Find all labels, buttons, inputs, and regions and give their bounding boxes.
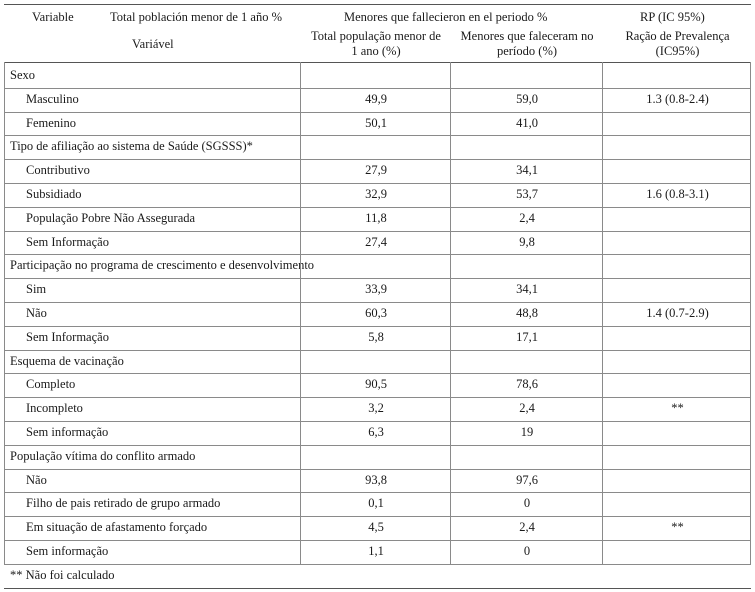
header-deaths-pt-line1: Menores que faleceram no	[460, 29, 594, 43]
value-rp: 1.3 (0.8-2.4)	[646, 91, 709, 106]
value-deaths: 17,1	[516, 329, 538, 344]
table-bottom-rule	[4, 587, 751, 589]
row-label: Sem Informação	[26, 234, 109, 249]
value-total: 93,8	[365, 472, 387, 487]
value-deaths: 0	[523, 544, 531, 558]
row-label: População Pobre Não Assegurada	[26, 210, 196, 225]
value-total: 4,5	[368, 520, 384, 535]
value-deaths: 0	[523, 496, 531, 511]
value-total: 49,9	[365, 91, 387, 106]
value-deaths: 97,6	[516, 472, 538, 487]
value-rp: 1.4 (0.7-2.9)	[646, 306, 709, 320]
value-rp: **	[671, 401, 684, 416]
value-rp: **	[671, 520, 684, 535]
value-deaths: 2,4	[519, 210, 535, 225]
header-bottom-rule	[4, 62, 751, 63]
row-divider	[4, 373, 751, 375]
row-divider	[4, 159, 751, 161]
value-deaths: 2,4	[519, 401, 535, 416]
header-total-es: Total población menor de 1 año %	[110, 10, 282, 24]
row-label: Femenino	[26, 115, 76, 130]
value-total: 32,9	[365, 187, 387, 201]
row-label: Sem Informação	[26, 329, 109, 344]
value-deaths: 9,8	[519, 234, 535, 249]
row-divider	[4, 135, 751, 137]
header-variable-es: Variable	[32, 10, 74, 24]
value-deaths: 48,8	[516, 306, 538, 320]
table-side-border	[750, 62, 751, 564]
row-divider	[4, 302, 751, 303]
row-label: Subsidiado	[26, 187, 82, 201]
header-variable-pt: Variável	[132, 37, 174, 51]
value-deaths: 59,0	[516, 91, 538, 106]
value-total: 90,5	[365, 377, 387, 392]
row-divider	[4, 254, 751, 256]
value-total: 1,1	[368, 544, 384, 558]
value-deaths: 78,6	[516, 377, 538, 392]
row-label: Incompleto	[26, 401, 83, 416]
section-title: Tipo de afiliação ao sistema de Saúde (S…	[10, 139, 253, 154]
value-total: 27,9	[365, 163, 387, 178]
row-label: Não	[26, 306, 47, 320]
row-divider	[4, 397, 751, 399]
row-divider	[4, 325, 751, 327]
row-divider	[4, 206, 751, 208]
row-divider	[4, 421, 751, 422]
header-deaths-pt-line2: período (%)	[496, 44, 558, 58]
value-deaths: 34,1	[516, 163, 538, 178]
column-separator	[300, 62, 301, 564]
value-deaths: 19	[520, 425, 534, 439]
header-total-pt-line1: Total população menor de	[311, 29, 441, 43]
row-divider	[4, 183, 751, 184]
row-label: Masculino	[26, 91, 79, 106]
value-total: 33,9	[365, 282, 387, 297]
value-total: 60,3	[365, 306, 387, 320]
row-label: Sem informação	[26, 544, 109, 558]
row-label: Sim	[26, 282, 47, 297]
row-label: Sem informação	[26, 425, 109, 439]
value-total: 6,3	[368, 425, 384, 439]
row-divider	[4, 87, 751, 89]
row-divider	[4, 278, 751, 280]
value-rp: 1.6 (0.8-3.1)	[646, 187, 709, 201]
footnote: ** Não foi calculado	[10, 567, 115, 582]
header-deaths-es: Menores que fallecieron en el periodo %	[344, 10, 548, 24]
row-label: Filho de pais retirado de grupo armado	[26, 496, 221, 511]
row-label: Contributivo	[26, 163, 90, 178]
table-top-rule	[4, 4, 751, 5]
row-label: Completo	[26, 377, 76, 392]
value-total: 11,8	[365, 210, 387, 225]
value-deaths: 2,4	[519, 520, 535, 535]
value-total: 50,1	[365, 115, 387, 130]
value-total: 5,8	[368, 329, 384, 344]
section-title: Esquema de vacinação	[10, 353, 124, 368]
row-divider	[4, 111, 751, 113]
value-total: 27,4	[365, 234, 387, 249]
row-label: Em situação de afastamento forçado	[26, 520, 208, 535]
header-total-pt-line2: 1 ano (%)	[351, 44, 401, 58]
row-divider	[4, 516, 751, 518]
table-side-border	[4, 62, 5, 564]
value-total: 0,1	[368, 496, 384, 511]
row-divider	[4, 540, 751, 541]
row-divider	[4, 492, 751, 494]
section-title: População vítima do conflito armado	[10, 448, 196, 463]
value-deaths: 53,7	[516, 187, 538, 201]
header-rp-es: RP (IC 95%)	[640, 10, 705, 24]
value-deaths: 41,0	[516, 115, 538, 130]
column-separator	[450, 62, 451, 564]
row-divider	[4, 444, 751, 446]
row-divider	[4, 563, 751, 565]
section-title: Sexo	[10, 68, 35, 82]
row-divider	[4, 349, 751, 351]
row-label: Não	[26, 472, 47, 487]
row-divider	[4, 230, 751, 232]
row-divider	[4, 468, 751, 470]
section-title: Participação no programa de crescimento …	[10, 258, 315, 273]
header-rp-pt-line2: (IC95%)	[655, 44, 700, 58]
header-rp-pt-line1: Ração de Prevalença	[625, 29, 730, 43]
value-total: 3,2	[368, 401, 384, 416]
value-deaths: 34,1	[516, 282, 538, 297]
column-separator	[602, 62, 603, 564]
